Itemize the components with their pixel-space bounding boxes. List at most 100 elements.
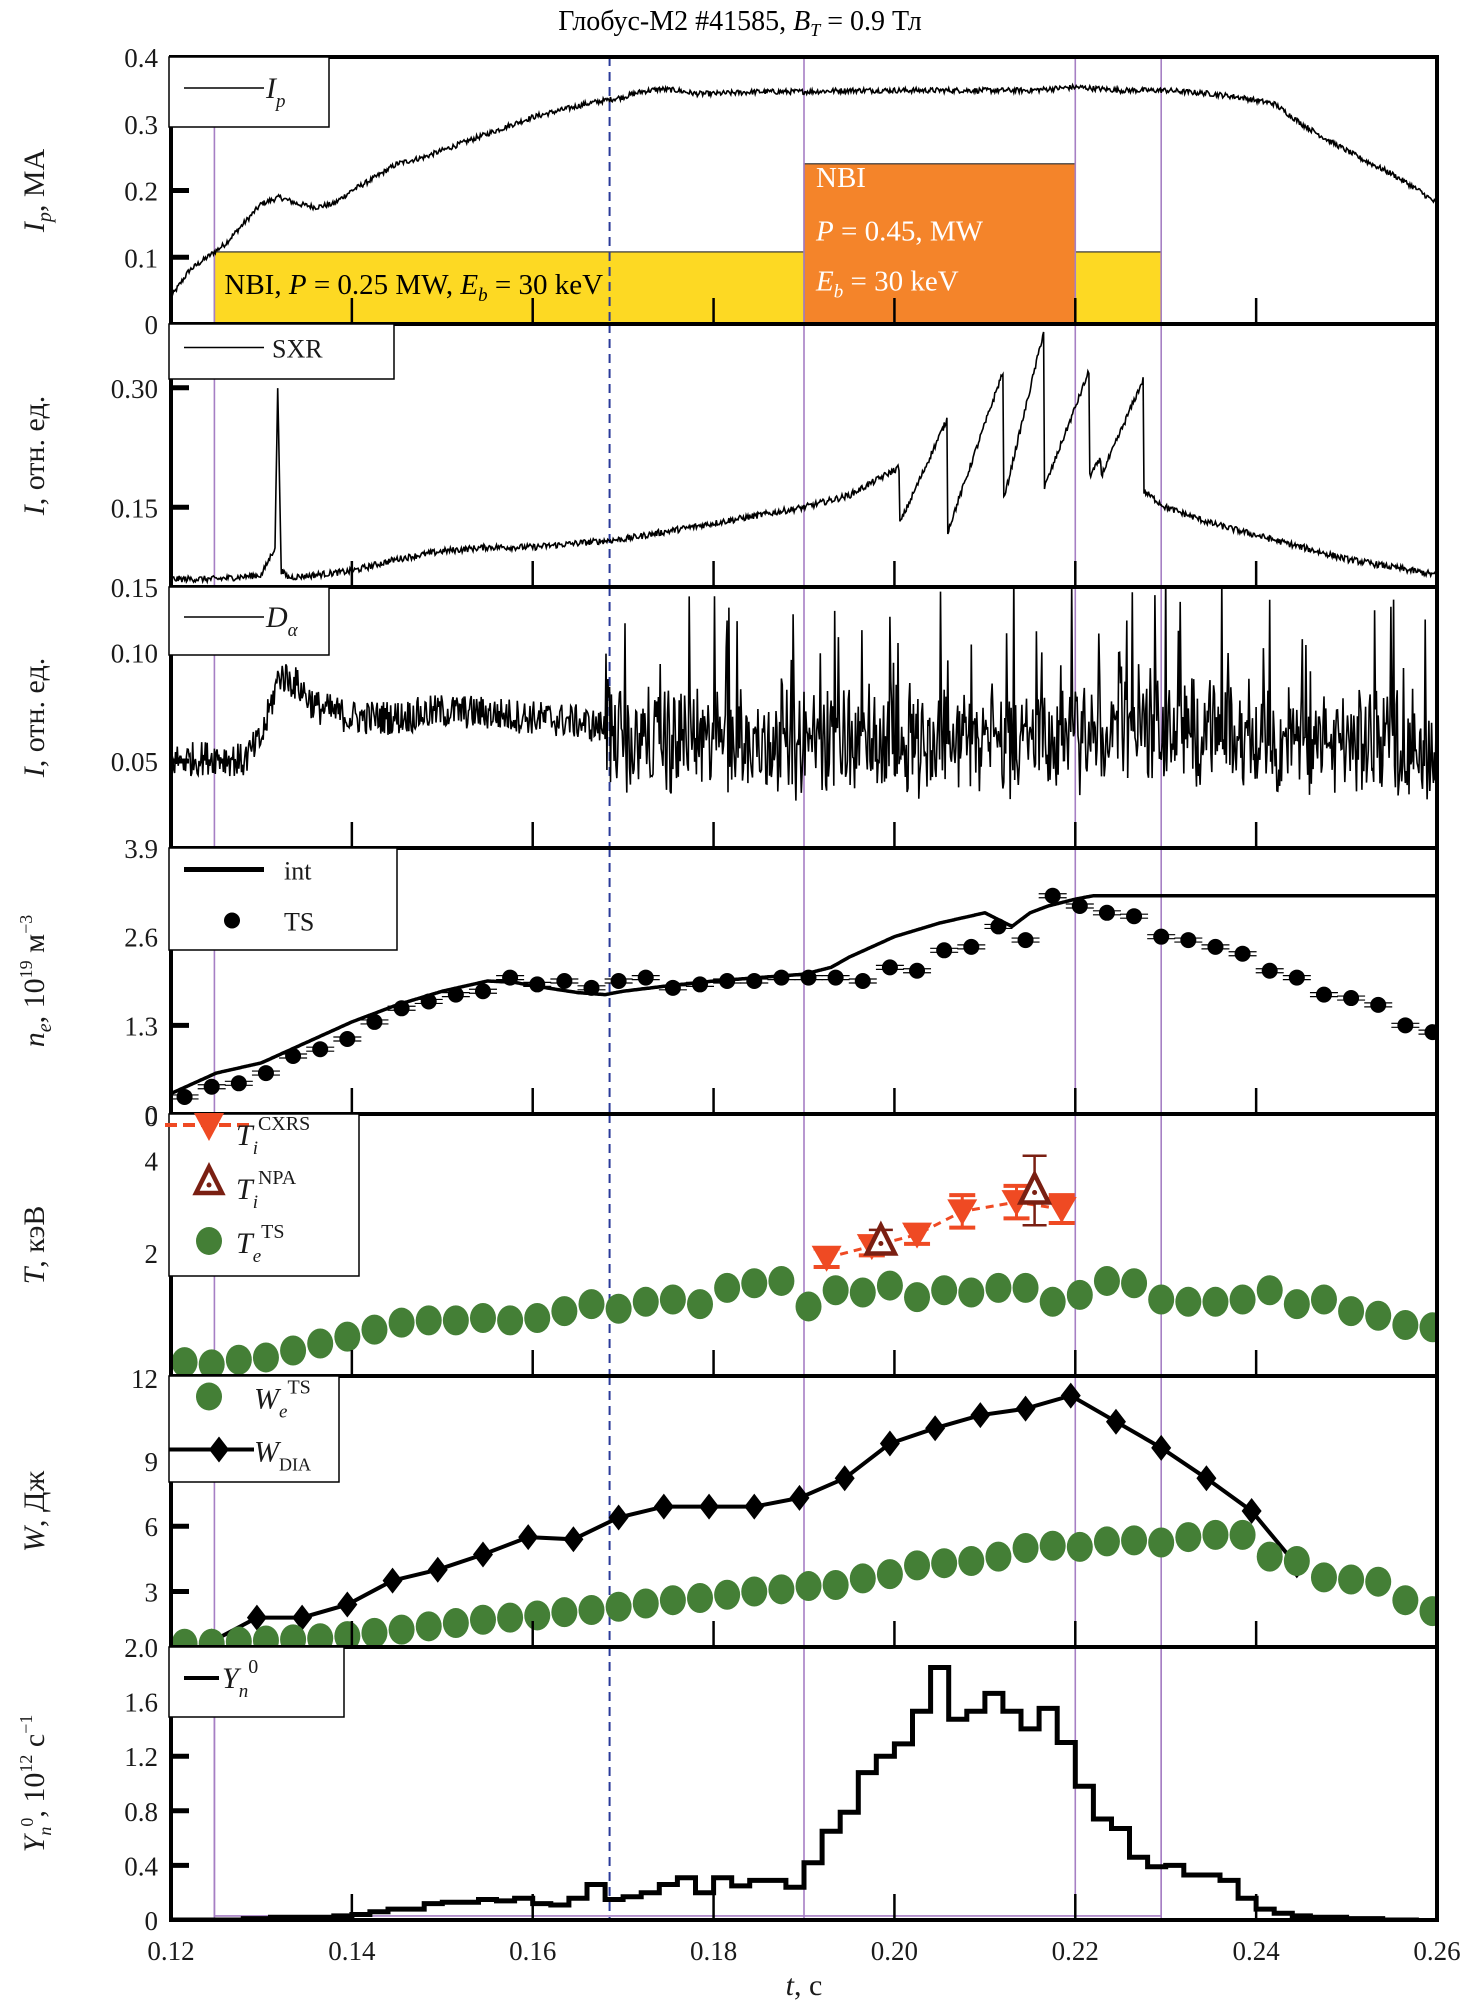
legend-diamond-icon (209, 1436, 229, 1463)
data-point-ts-green (334, 1621, 361, 1647)
data-point-ts (1370, 996, 1387, 1013)
data-point-ts-green (1066, 1531, 1093, 1562)
data-point-ts-green (1365, 1300, 1392, 1331)
figure-title: Глобус-М2 #41585, BT = 0.9 Тл (558, 6, 922, 40)
data-point-ts-green (1310, 1284, 1337, 1315)
data-point-ts (1397, 1017, 1414, 1034)
data-point-ts-green (605, 1591, 632, 1622)
data-point-ts-green (659, 1585, 686, 1616)
data-point-ts (203, 1078, 220, 1095)
data-point-wdia (246, 1604, 267, 1631)
plot-area (171, 1647, 1419, 1920)
data-point-wdia (925, 1415, 946, 1442)
data-point-ts-green (334, 1321, 361, 1352)
y-tick-label: 1.3 (124, 1011, 158, 1041)
data-point-wdia (1105, 1408, 1126, 1435)
data-point-ts-green (931, 1275, 958, 1306)
data-point-ts (1153, 928, 1170, 945)
legend-temp: TiCXRS TiNPA TeTS (165, 1113, 360, 1277)
data-point-ts-green (714, 1272, 741, 1303)
legend-green-circle-icon (196, 1382, 222, 1411)
y-axis-label: ne, 1019 м−3 (16, 915, 56, 1048)
legend-npa-dot (206, 1182, 212, 1188)
data-point-wdia (653, 1493, 674, 1520)
data-point-ts (1343, 990, 1360, 1007)
data-point-ts-green (415, 1611, 442, 1642)
data-point-ts (285, 1048, 302, 1065)
nbi-high-energy: Eb = 30 keV (815, 266, 959, 303)
panel-ip: NBI, P = 0.25 MW, Eb = 30 keV NBI P = 0.45… (18, 43, 1439, 340)
data-point-ts-green (1202, 1286, 1229, 1317)
y-tick-label: 2.6 (124, 923, 158, 953)
data-point-ts (719, 973, 736, 989)
data-point-ts-green (768, 1265, 795, 1296)
data-point-ts (230, 1075, 247, 1092)
npa-center-dot (878, 1241, 884, 1247)
legend-label: SXR (272, 335, 323, 364)
y-tick-label: 0 (145, 1100, 159, 1130)
data-point-ts-green (1338, 1564, 1365, 1595)
data-point-npa (1016, 1169, 1053, 1205)
data-point-wdia (1151, 1434, 1172, 1461)
data-point-ts-green (768, 1574, 795, 1605)
data-point-cxrs (947, 1199, 978, 1226)
data-point-ts (990, 918, 1007, 935)
data-point-ts (474, 983, 491, 1000)
x-tick-label: 0.26 (1413, 1936, 1460, 1966)
npa-center-dot (1032, 1190, 1038, 1196)
data-point-ts-green (687, 1583, 714, 1614)
y-tick-label: 2.0 (124, 1633, 158, 1663)
data-point-ts-green (876, 1270, 903, 1301)
data-point-ts (1234, 945, 1251, 962)
legend-label: int (284, 857, 312, 886)
data-point-ts (936, 942, 953, 959)
data-point-ts-green (280, 1624, 307, 1647)
data-point-ts-green (904, 1282, 931, 1313)
data-point-ts-green (985, 1272, 1012, 1303)
y-tick-label: 0.15 (111, 493, 158, 523)
data-point-ts (257, 1065, 274, 1082)
legend-label: TiNPA (236, 1167, 297, 1213)
data-point-ts-green (307, 1328, 334, 1359)
plot-area (171, 587, 1437, 848)
legend-triangle-up-icon (192, 1161, 226, 1196)
x-tick-label: 0.20 (871, 1936, 918, 1966)
data-point-ts-green (1256, 1541, 1283, 1572)
y-tick-label: 0 (145, 1102, 159, 1132)
y-axis-label: I, отн. ед. (18, 658, 51, 778)
data-point-ts-green (252, 1625, 279, 1647)
data-point-ts-green (795, 1291, 822, 1322)
data-point-ts-green (659, 1284, 686, 1315)
data-point-ts-green (198, 1628, 225, 1647)
data-point-ts-green (497, 1305, 524, 1336)
data-point-ts (1126, 908, 1143, 925)
data-point-ts (1261, 962, 1278, 979)
y-axis-label: Ip, МА (18, 148, 56, 233)
series-step-yn (171, 1665, 1419, 1920)
nbi-band-high (803, 163, 1076, 324)
data-point-ts-green (1392, 1585, 1419, 1616)
y-axis-label: W, Дж (18, 1471, 51, 1552)
data-point-ts-green (1175, 1522, 1202, 1553)
data-point-ts-green (1175, 1286, 1202, 1317)
data-point-ts-green (958, 1277, 985, 1308)
panel-ne: 0 1.3 2.6 3.9 ne, 1019 м−3 int TS (16, 834, 1439, 1130)
data-point-ts-green (524, 1303, 551, 1334)
data-point-ts-green (1229, 1519, 1256, 1550)
data-point-wdia (879, 1430, 900, 1457)
data-point-wdia (970, 1402, 991, 1429)
data-point-wdia (789, 1484, 810, 1511)
x-tick-label: 0.16 (509, 1936, 556, 1966)
y-axis-label: Yn0, 1012 c−1 (16, 1715, 55, 1853)
data-point-ts (556, 973, 573, 989)
data-point-ts (529, 976, 546, 993)
data-point-ts-green (1012, 1532, 1039, 1563)
y-tick-label: 6 (145, 1512, 159, 1542)
panel-yn: 0 0.4 0.8 1.2 1.6 2.0 Yn0, 1012 c−1 Yn0 0.12 0.14… (16, 1633, 1461, 2002)
nbi-high-power: P = 0.45, MW (815, 216, 984, 248)
data-point-ts (1424, 1024, 1437, 1041)
data-point-ts-green (1365, 1566, 1392, 1597)
data-point-ts-green (687, 1289, 714, 1320)
data-point-ts (1315, 986, 1332, 1003)
